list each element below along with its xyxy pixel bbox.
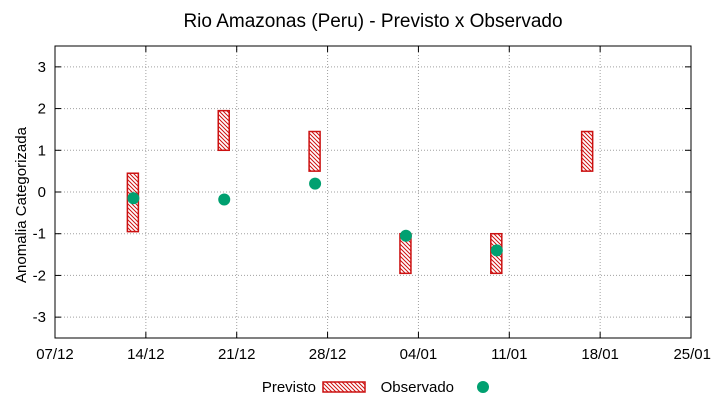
legend-swatch-observado [477,381,489,393]
x-tick-label: 21/12 [218,346,256,363]
observado-point [399,229,412,242]
x-tick-label: 28/12 [309,346,347,363]
observado-series [127,177,503,257]
legend-swatch-previsto [322,381,366,393]
observado-point [127,192,140,205]
previsto-series [126,109,594,275]
y-tick-label: 0 [38,184,46,201]
previsto-box [580,130,594,172]
legend: Previsto Observado [262,379,489,396]
previsto-box [308,130,321,172]
chart-title: Rio Amazonas (Peru) - Previsto x Observa… [183,11,562,32]
x-tick-label: 04/01 [400,346,438,363]
observado-point [309,177,322,190]
x-tick-label: 25/01 [673,346,711,363]
legend-label-observado: Observado [381,379,454,396]
legend-label-previsto: Previsto [262,379,316,396]
y-tick-label: 2 [38,101,46,118]
y-axis-label: Anomalia Categorizada [13,126,30,283]
y-tick-label: -3 [33,309,46,326]
x-tick-label: 11/01 [491,346,527,363]
observado-point [218,193,231,206]
y-tick-label: -1 [33,226,46,243]
y-tick-labels: 3 2 1 0 -1 -2 -3 [33,59,46,326]
y-tick-label: -2 [33,267,46,284]
observado-point [490,244,503,257]
x-tick-labels: 07/12 14/12 21/12 28/12 04/01 11/01 18/01 25/01 [36,346,711,363]
x-tick-label: 07/12 [36,346,74,363]
y-tick-label: 3 [38,59,46,76]
y-tick-label: 1 [38,142,46,159]
previsto-box [217,109,230,152]
grid-lines [55,46,691,338]
axis-ticks [54,46,692,338]
x-tick-label: 18/01 [581,346,619,363]
x-tick-label: 14/12 [127,346,165,363]
